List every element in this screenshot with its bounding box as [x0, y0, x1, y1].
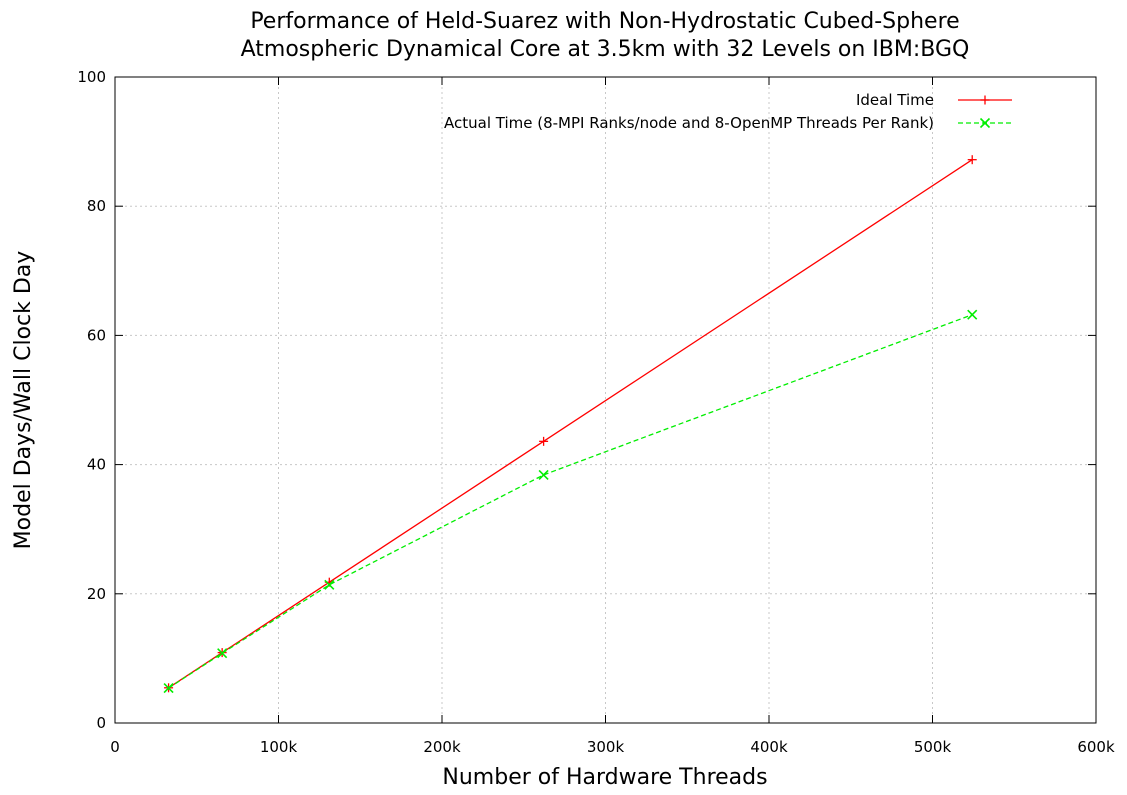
- cross-point-marker: [538, 469, 549, 481]
- series-1-line: [168, 159, 973, 689]
- y-tick-label: 20: [87, 585, 106, 603]
- y-tick-label: 100: [77, 68, 106, 86]
- x-tick-label: 500k: [914, 738, 952, 756]
- chart-title-line-1: Performance of Held-Suarez with Non-Hydr…: [250, 9, 959, 34]
- legend-item-2: Actual Time (8-MPI Ranks/node and 8-Open…: [444, 114, 1012, 132]
- legend-label: Ideal Time: [856, 91, 934, 109]
- x-tick-label: 300k: [587, 738, 625, 756]
- plus-point-marker: [980, 95, 990, 105]
- series-2-line: [168, 314, 973, 689]
- y-tick-label: 60: [87, 326, 106, 344]
- legend-item-1: Ideal Time: [856, 91, 1012, 109]
- cross-point-marker: [163, 683, 174, 694]
- legend-label: Actual Time (8-MPI Ranks/node and 8-Open…: [444, 114, 934, 132]
- cross-point-marker: [217, 648, 228, 659]
- x-axis-label: Number of Hardware Threads: [442, 765, 767, 790]
- x-tick-label: 200k: [423, 738, 461, 756]
- cross-point-marker: [979, 117, 991, 129]
- y-tick-label: 0: [96, 714, 106, 732]
- axis-ticks: 0 100k 200k 300k 400k 500k 600k 0 20 40 60 80 100: [77, 68, 1115, 756]
- x-tick-label: 0: [110, 738, 120, 756]
- plus-point-marker: [967, 155, 977, 165]
- y-tick-label: 80: [87, 197, 106, 215]
- y-axis-label: Model Days/Wall Clock Day: [11, 251, 36, 550]
- series-2: [163, 309, 978, 694]
- series-layer: [163, 155, 978, 694]
- grid: [115, 77, 1096, 723]
- y-tick-label: 40: [87, 456, 106, 474]
- cross-point-marker: [967, 309, 978, 320]
- chart-title-line-2: Atmospheric Dynamical Core at 3.5km with…: [241, 37, 970, 62]
- cross-point-marker: [324, 579, 335, 590]
- x-tick-label: 600k: [1077, 738, 1115, 756]
- plot-frame: [114, 76, 1097, 724]
- x-tick-label: 400k: [750, 738, 788, 756]
- x-tick-label: 100k: [260, 738, 298, 756]
- plus-point-marker: [539, 436, 549, 446]
- legend: Ideal Time Actual Time (8-MPI Ranks/node …: [444, 91, 1012, 132]
